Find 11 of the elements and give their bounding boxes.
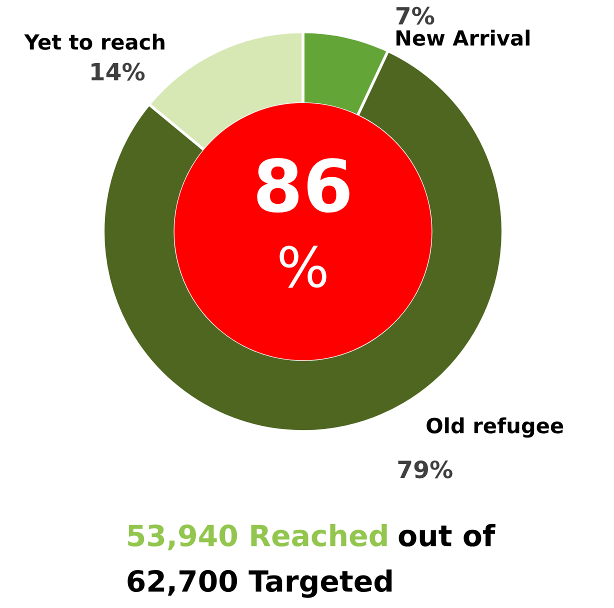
data-label: 14% xyxy=(92,62,145,81)
text: 62,700 Targeted xyxy=(128,569,392,598)
text: out of xyxy=(398,524,496,547)
slice-label: Old refugee xyxy=(426,417,564,438)
text: 53,940 Reached xyxy=(128,524,387,550)
data-label: 79% xyxy=(398,460,452,478)
data-label: 7% xyxy=(396,6,434,25)
text: % xyxy=(280,246,326,288)
text: 86 xyxy=(257,158,350,213)
slice-label: New Arrival xyxy=(396,30,530,46)
slice-label: Yet to reach xyxy=(24,34,164,50)
